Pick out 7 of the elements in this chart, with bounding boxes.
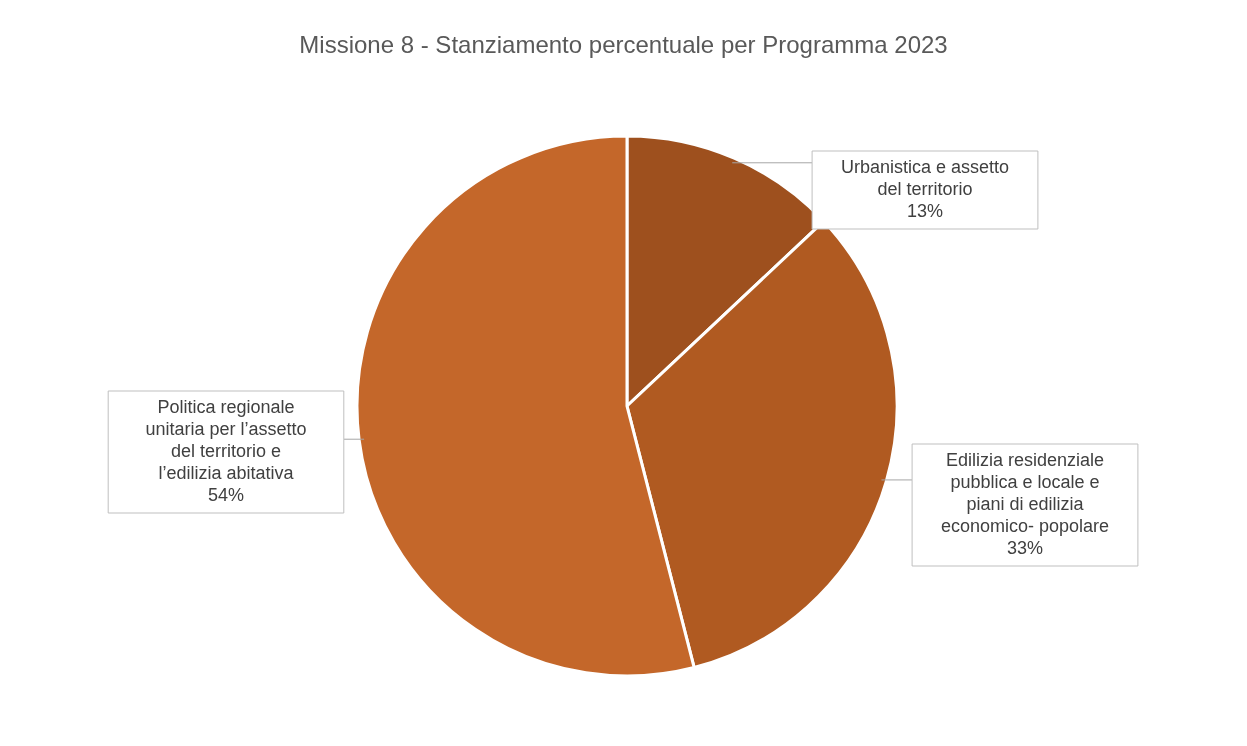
chart-title: Missione 8 - Stanziamento percentuale per Programma 2023	[299, 31, 948, 58]
slice-label: Urbanistica e assetto del territorio	[840, 157, 1010, 199]
data-label: 13%	[906, 201, 944, 221]
data-label: 33%	[1006, 538, 1044, 558]
slice-label: Politica regionale unitaria per l’assetto del territorio e l’edilizia abitativa	[145, 397, 307, 483]
data-label: 54%	[207, 485, 245, 505]
slice-label: Edilizia residenziale pubblica e locale e piani di edilizia economico- popolare	[940, 450, 1110, 536]
